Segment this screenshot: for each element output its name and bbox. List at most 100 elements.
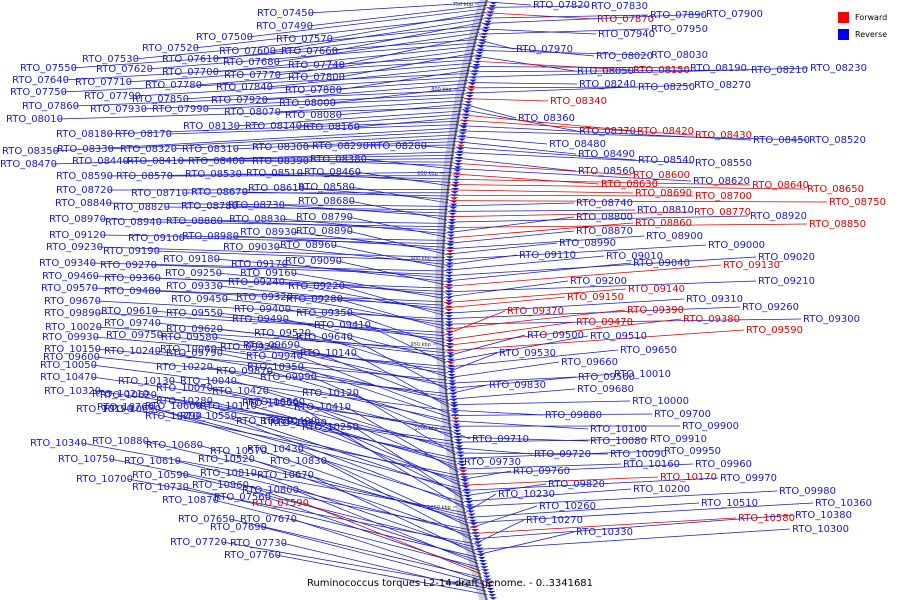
reverse-gene-glyph	[455, 448, 464, 451]
reverse-gene-glyph	[463, 107, 472, 110]
gene-label: RTO_07720	[170, 537, 227, 548]
gene-label: RTO_08700	[695, 191, 752, 202]
reverse-gene-leader	[349, 200, 448, 221]
gene-label: RTO_07800	[288, 72, 345, 83]
reverse-gene-leader	[271, 346, 448, 388]
scale-tick-label: 1000 kbp	[414, 426, 438, 432]
gene-label: RTO_08670	[191, 187, 248, 198]
gene-label: RTO_08810	[637, 205, 694, 216]
reverse-gene-glyph	[446, 243, 455, 247]
gene-label: RTO_09650	[620, 345, 677, 356]
reverse-gene-leader	[458, 130, 808, 141]
gene-label: RTO_08830	[229, 214, 286, 225]
reverse-gene-leader	[468, 67, 809, 78]
reverse-gene-leader	[353, 392, 456, 456]
gene-label: RTO_07820	[533, 0, 590, 11]
reverse-gene-leader	[95, 390, 454, 442]
reverse-gene-leader	[361, 158, 453, 170]
reverse-gene-glyph	[487, 8, 496, 11]
gene-label: RTO_08710	[131, 188, 188, 199]
gene-label: RTO_07710	[75, 77, 132, 88]
forward-gene-leader	[446, 223, 808, 228]
gene-label: RTO_07550	[20, 63, 77, 74]
gene-label: RTO_09900	[682, 421, 739, 432]
reverse-gene-glyph	[482, 572, 490, 575]
reverse-gene-glyph	[476, 550, 485, 554]
reverse-gene-glyph	[468, 519, 477, 523]
gene-label: RTO_10500	[242, 398, 299, 409]
gene-label: RTO_08300	[252, 142, 309, 153]
gene-label: RTO_10550	[180, 411, 237, 422]
reverse-gene-leader	[455, 146, 637, 161]
reverse-gene-leader	[100, 234, 446, 241]
scale-tick-label: 750 kbp	[453, 2, 473, 8]
gene-label: RTO_07950	[651, 24, 708, 35]
forward-gene-leader	[444, 264, 722, 287]
forward-gene-leader	[445, 222, 634, 239]
gene-label: RTO_09500	[527, 330, 584, 341]
reverse-gene-glyph	[460, 479, 469, 482]
reverse-gene-leader	[275, 554, 488, 595]
reverse-gene-leader	[453, 157, 577, 172]
forward-gene-leader	[447, 211, 693, 218]
reverse-gene-glyph	[469, 522, 478, 526]
forward-gene-leader	[449, 194, 694, 197]
reverse-gene-leader	[171, 134, 458, 150]
gene-label: RTO_10590	[132, 470, 189, 481]
gene-label: RTO_07870	[597, 14, 654, 25]
reverse-gene-leader	[151, 264, 445, 275]
reverse-gene-leader	[297, 355, 451, 415]
reverse-gene-leader	[61, 73, 470, 93]
reverse-gene-leader	[91, 364, 451, 412]
forward-gene-leader	[444, 310, 506, 336]
reverse-gene-leader	[321, 422, 462, 486]
gene-label: RTO_07930	[90, 104, 147, 115]
gene-label: RTO_09760	[513, 466, 570, 477]
reverse-gene-glyph	[445, 256, 454, 259]
reverse-gene-glyph	[445, 299, 453, 303]
reverse-gene-leader	[71, 39, 478, 69]
reverse-gene-leader	[291, 518, 484, 582]
reverse-gene-glyph	[482, 575, 491, 579]
reverse-gene-leader	[213, 28, 481, 60]
reverse-gene-leader	[461, 477, 719, 491]
reverse-gene-glyph	[448, 383, 457, 386]
forward-gene-glyph	[484, 581, 493, 585]
gene-label: RTO_08010	[6, 114, 63, 125]
gene-label: RTO_09560	[578, 372, 635, 383]
gene-label: RTO_07730	[230, 538, 287, 549]
gene-label: RTO_10560	[248, 397, 305, 408]
gene-label: RTO_09550	[166, 308, 223, 319]
gene-label: RTO_07620	[96, 64, 153, 75]
reverse-gene-leader	[457, 135, 548, 145]
reverse-gene-glyph	[450, 401, 459, 405]
gene-label: RTO_10110	[200, 401, 257, 412]
reverse-gene-leader	[279, 281, 445, 313]
gene-label: RTO_09980	[779, 486, 836, 497]
forward-gene-leader	[460, 476, 659, 486]
gene-label: RTO_10070	[156, 383, 213, 394]
reverse-gene-leader	[239, 160, 454, 163]
reverse-gene-glyph	[483, 578, 492, 582]
reverse-gene-leader	[296, 114, 461, 127]
reverse-gene-leader	[466, 86, 637, 89]
reverse-gene-leader	[339, 52, 475, 78]
reverse-gene-leader	[249, 458, 472, 538]
reverse-gene-glyph	[451, 181, 460, 185]
reverse-gene-leader	[251, 472, 476, 551]
gene-label: RTO_08490	[578, 149, 635, 160]
gene-label: RTO_09310	[686, 294, 743, 305]
gene-label: RTO_07790	[84, 91, 141, 102]
gene-label: RTO_10680	[146, 440, 203, 451]
gene-label: RTO_07650	[178, 514, 235, 525]
gene-label: RTO_08140	[245, 121, 302, 132]
reverse-gene-leader	[446, 216, 575, 234]
scale-tick-label: 850 kbp	[417, 171, 437, 177]
gene-label: RTO_10260	[539, 501, 596, 512]
gene-label: RTO_07450	[257, 8, 314, 19]
reverse-gene-leader	[469, 505, 538, 529]
reverse-gene-leader	[443, 280, 569, 298]
reverse-gene-glyph	[456, 147, 465, 151]
gene-label: RTO_07780	[145, 80, 202, 91]
gene-label: RTO_08970	[49, 214, 106, 225]
